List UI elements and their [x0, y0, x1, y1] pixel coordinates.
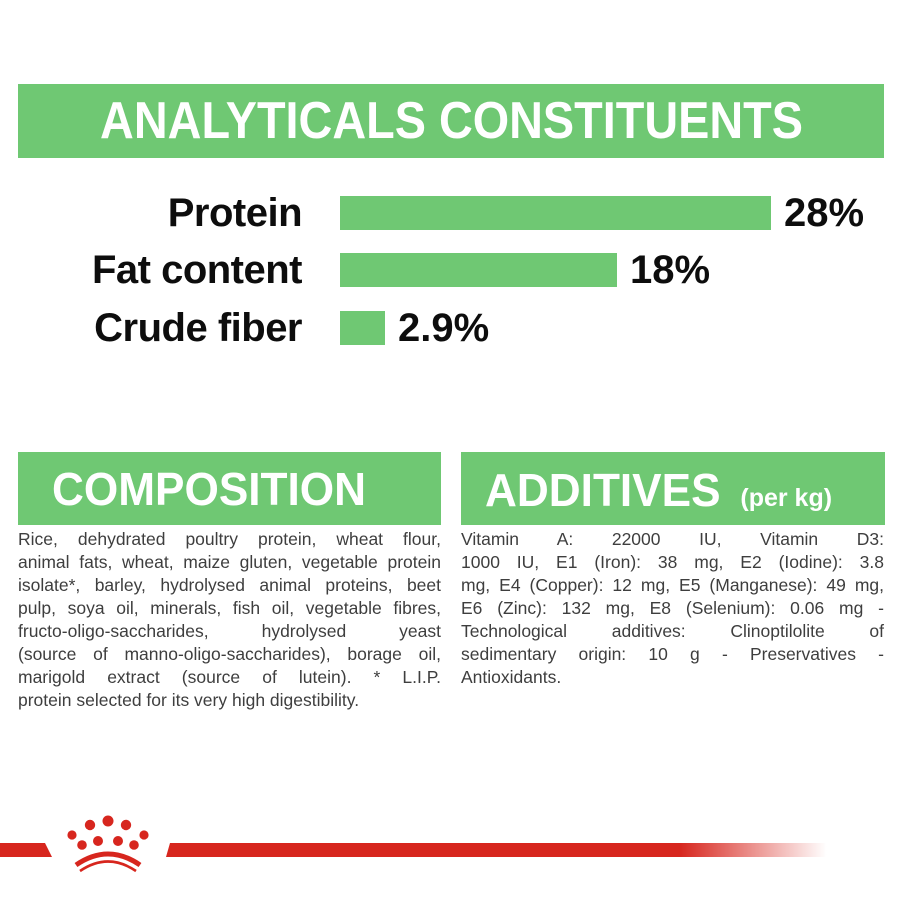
paragraph-line: sedimentary origin: 10 g - Preservatives… [461, 644, 884, 664]
additives-title: ADDITIVES [485, 464, 721, 516]
paragraph-line: Antioxidants. [461, 667, 562, 687]
chart-value-label: 28% [784, 190, 865, 235]
chart-value-label: 2.9% [398, 305, 490, 350]
chart-value-label: 18% [630, 247, 711, 292]
analyticals-header-band: ANALYTICALS CONSTITUENTS [18, 84, 884, 158]
additives-header-band: ADDITIVES (per kg) [461, 452, 885, 525]
chart-bar [340, 253, 617, 287]
composition-text: Rice, dehydrated poultry protein, wheat … [18, 528, 441, 712]
royal-canin-crown-icon [67, 815, 149, 873]
chart-row: Protein 28% [0, 191, 864, 235]
chart-row: Crude fiber 2.9% [0, 306, 489, 350]
chart-bar [340, 196, 771, 230]
paragraph-line: 1000 IU, E1 (Iron): 38 mg, E2 (Iodine): … [461, 552, 884, 572]
paragraph-line: (source of manno-oligo-saccharides), bor… [18, 644, 441, 664]
chart-category-label: Fat content [91, 247, 303, 292]
additives-text: Vitamin A: 22000 IU, Vitamin D3: 1000 IU,… [461, 528, 884, 689]
chart-bar [340, 311, 385, 345]
paragraph-line: marigold extract (source of lutein). * L… [18, 667, 441, 687]
composition-title: COMPOSITION [52, 462, 367, 515]
composition-header-band: COMPOSITION [18, 452, 441, 525]
paragraph-line: protein selected for its very high diges… [18, 690, 360, 710]
paragraph-line: Vitamin A: 22000 IU, Vitamin D3: [461, 529, 884, 549]
analyticals-title: ANALYTICALS CONSTITUENTS [99, 92, 803, 150]
paragraph-line: animal fats, wheat, maize gluten, vegeta… [18, 552, 441, 572]
chart-category-label: Crude fiber [94, 305, 302, 350]
paragraph-line: mg, E4 (Copper): 12 mg, E5 (Manganese): … [461, 575, 884, 595]
chart-row: Fat content 18% [0, 248, 710, 292]
brand-stripe-left [0, 843, 52, 857]
paragraph-line: pulp, soya oil, minerals, fish oil, vege… [18, 598, 441, 618]
paragraph-line: E6 (Zinc): 132 mg, E8 (Selenium): 0.06 m… [461, 598, 884, 618]
paragraph-line: fructo-oligo-saccharides, hydrolysed yea… [18, 621, 441, 641]
additives-unit-label: (per kg) [740, 484, 833, 512]
paragraph-line: Technological additives: Clinoptilolite … [461, 621, 884, 641]
paragraph-line: Rice, dehydrated poultry protein, wheat … [18, 529, 441, 549]
paragraph-line: isolate*, barley, hydrolysed animal prot… [18, 575, 441, 595]
chart-category-label: Protein [167, 190, 303, 235]
brand-stripe-right [166, 843, 900, 857]
